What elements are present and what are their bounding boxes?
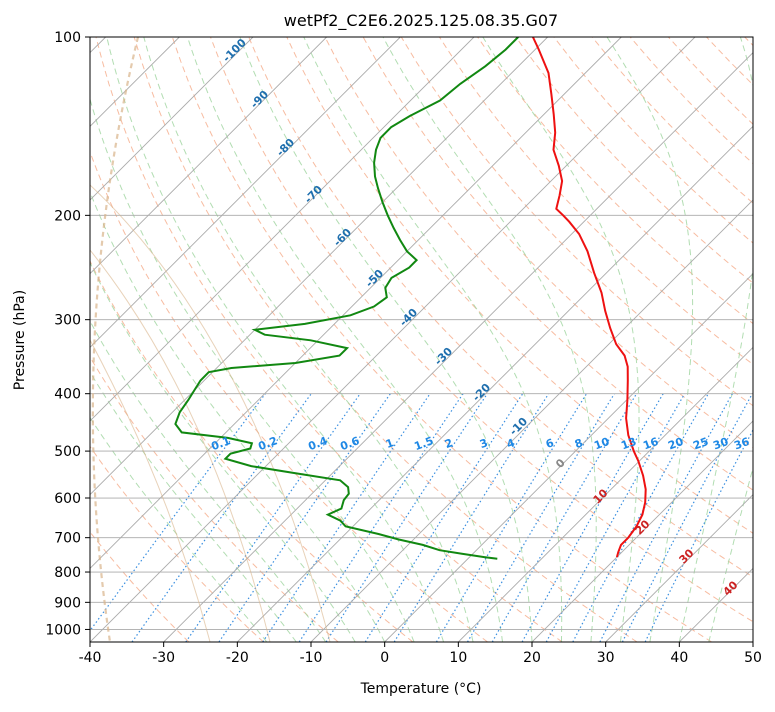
x-tick-label: 10 [449, 650, 467, 666]
x-tick-label: 20 [523, 650, 541, 666]
y-tick-label: 100 [54, 30, 81, 46]
chart-title: wetPf2_C2E6.2025.125.08.35.G07 [284, 11, 558, 31]
y-tick-label: 1000 [45, 622, 81, 638]
x-tick-label: 40 [670, 650, 688, 666]
y-tick-label: 200 [54, 208, 81, 224]
x-tick-label: 30 [597, 650, 615, 666]
y-tick-label: 800 [54, 565, 81, 581]
x-axis-label: Temperature (°C) [360, 681, 482, 697]
y-tick-label: 600 [54, 491, 81, 507]
y-axis-label: Pressure (hPa) [12, 290, 28, 390]
x-tick-label: 50 [744, 650, 762, 666]
x-tick-label: -10 [300, 650, 323, 666]
y-tick-label: 300 [54, 313, 81, 329]
y-tick-label: 700 [54, 531, 81, 547]
x-tick-label: -20 [226, 650, 249, 666]
x-tick-label: 0 [380, 650, 389, 666]
x-tick-label: -30 [152, 650, 175, 666]
y-tick-label: 900 [54, 595, 81, 611]
x-tick-label: -40 [79, 650, 102, 666]
y-tick-label: 500 [54, 444, 81, 460]
y-tick-label: 400 [54, 387, 81, 403]
